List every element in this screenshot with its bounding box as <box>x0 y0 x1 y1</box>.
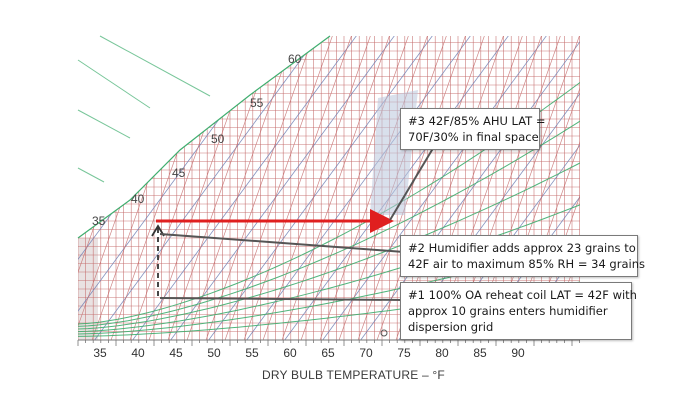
wet-bulb-line <box>674 20 687 360</box>
state-point-marker <box>380 329 388 337</box>
x-tick-40: 40 <box>131 346 145 360</box>
wet-bulb-line <box>274 36 396 340</box>
saturation-curve <box>77 35 331 239</box>
x-tick-70: 70 <box>359 346 373 360</box>
callout-leaders <box>159 139 439 301</box>
reheat-arrow-head <box>151 224 165 237</box>
callout-2-line-2: 42F air to maximum 85% RH = 34 grains <box>408 257 645 271</box>
callout-1-line-1: #1 100% OA reheat coil LAT = 42F with <box>408 288 637 302</box>
wet-bulb-line <box>655 20 687 360</box>
x-axis-label: DRY BULB TEMPERATURE – °F <box>262 368 445 382</box>
sat-label-60: 60 <box>288 52 302 66</box>
enthalpy-line <box>117 36 369 340</box>
rh-curve <box>78 109 580 327</box>
wet-bulb-line <box>78 36 168 340</box>
wet-bulb-line <box>636 20 687 360</box>
x-tick-85: 85 <box>473 346 487 360</box>
callout-1: #1 100% OA reheat coil LAT = 42F with ap… <box>400 282 637 340</box>
wet-bulb-line <box>217 36 339 340</box>
callout-3-line-2: 70F/30% in final space <box>408 130 539 144</box>
enthalpy-line <box>345 36 580 340</box>
x-tick-65: 65 <box>321 346 335 360</box>
enthalpy-line <box>79 36 331 340</box>
enthalpy-line <box>78 36 255 340</box>
enthalpy-line <box>78 36 141 340</box>
sat-label-50: 50 <box>211 132 225 146</box>
wet-bulb-line <box>0 20 15 360</box>
callout-1-line-2: approx 10 grains enters humidifier <box>408 304 608 318</box>
enthalpy-line <box>0 20 26 360</box>
rh-curve <box>78 153 580 330</box>
x-tick-50: 50 <box>207 346 221 360</box>
wet-bulb-line <box>293 36 415 340</box>
enthalpy-line <box>307 36 559 340</box>
wet-bulb-line <box>0 20 53 360</box>
x-tick-55: 55 <box>245 346 259 360</box>
enthalpy-line <box>78 36 217 340</box>
wet-bulb-line <box>369 36 491 340</box>
wet-bulb-line <box>236 36 358 340</box>
wet-bulb-line <box>78 36 92 340</box>
wet-bulb-line <box>255 36 377 340</box>
wet-bulb-line <box>78 36 130 340</box>
callout-2: #2 Humidifier adds approx 23 grains to 4… <box>400 235 645 277</box>
enthalpy-line <box>231 36 483 340</box>
sat-label-35: 35 <box>92 214 106 228</box>
outer-green-lines <box>77 35 211 183</box>
x-tick-90: 90 <box>511 346 525 360</box>
wet-bulb-line <box>198 36 320 340</box>
x-tick-35: 35 <box>93 346 107 360</box>
enthalpy-line <box>155 36 407 340</box>
wet-bulb-line <box>350 36 472 340</box>
wet-bulb-line <box>0 20 34 360</box>
sat-label-55: 55 <box>250 96 264 110</box>
wet-bulb-line <box>84 36 206 340</box>
callout-1-line-3: dispersion grid <box>408 320 494 334</box>
callout-2-line-1: #2 Humidifier adds approx 23 grains to <box>408 241 636 255</box>
callout-3-line-1: #3 42F/85% AHU LAT = <box>408 114 546 128</box>
rh-curve <box>78 197 580 333</box>
x-tick-80: 80 <box>435 346 449 360</box>
sat-label-40: 40 <box>131 192 145 206</box>
wet-bulb-line <box>122 36 244 340</box>
enthalpy-line <box>650 20 687 360</box>
enthalpy-line <box>193 36 445 340</box>
x-tick-45: 45 <box>169 346 183 360</box>
x-axis <box>77 339 580 346</box>
callout-3: #3 42F/85% AHU LAT = 70F/30% in final sp… <box>400 108 546 150</box>
enthalpy-line <box>78 36 293 340</box>
enthalpy-line <box>0 20 64 360</box>
x-tick-60: 60 <box>283 346 297 360</box>
wet-bulb-line <box>78 36 187 340</box>
wet-bulb-line <box>0 20 72 360</box>
x-tick-75: 75 <box>397 346 411 360</box>
sat-label-45: 45 <box>172 166 186 180</box>
